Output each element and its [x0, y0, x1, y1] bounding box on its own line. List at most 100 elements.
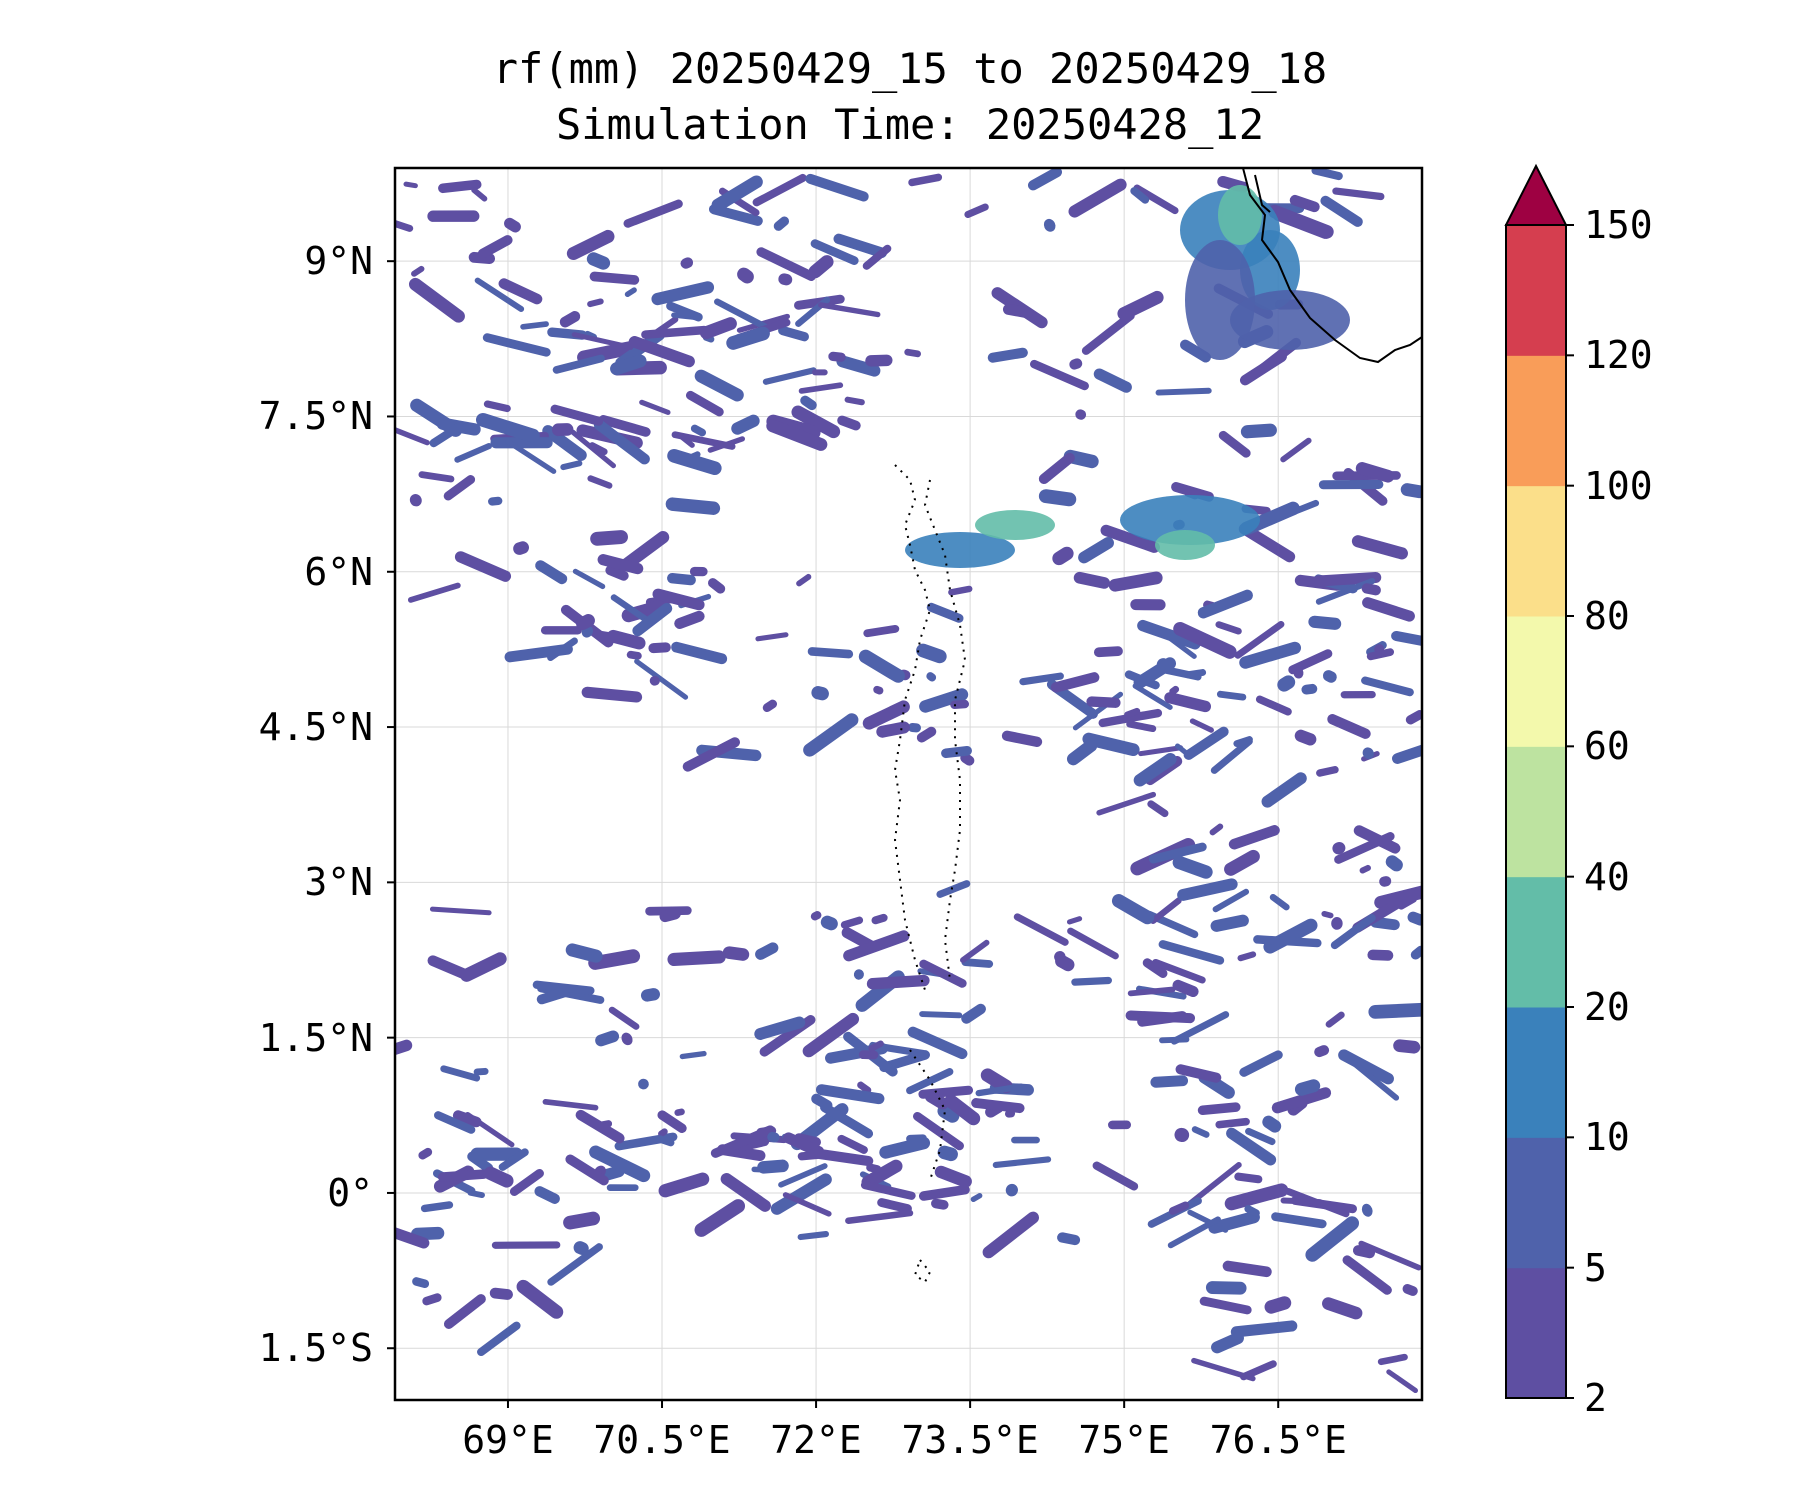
rain-streak	[796, 573, 812, 587]
rain-streak	[1327, 714, 1371, 739]
rain-streak	[395, 419, 430, 446]
rain-streak	[1189, 718, 1214, 733]
rain-streak	[1318, 479, 1384, 490]
rain-streak	[1013, 913, 1069, 946]
rain-streak	[707, 578, 726, 594]
rain-streak	[505, 438, 557, 474]
rain-streak	[679, 1050, 707, 1060]
rain-streak	[665, 497, 721, 515]
rain-streak	[1078, 537, 1114, 564]
rain-streak	[473, 1067, 489, 1076]
rain-streak	[465, 1111, 515, 1148]
lon-tick-label: 70.5°E	[593, 1418, 731, 1462]
rain-streak	[1019, 672, 1064, 686]
rain-streak	[588, 949, 641, 970]
rain-streak	[853, 969, 864, 980]
rain-streak	[1284, 1188, 1350, 1218]
rain-streak	[1187, 1161, 1242, 1207]
rain-streak	[1150, 1075, 1189, 1088]
rain-streak	[520, 321, 549, 330]
rain-streak	[454, 443, 493, 463]
rain-streak	[810, 911, 822, 921]
rain-streak	[876, 721, 910, 738]
rain-streak	[808, 255, 834, 279]
lat-tick-label: 4.5°N	[258, 705, 373, 750]
rain-streak	[395, 1224, 430, 1249]
rain-streak	[931, 1198, 949, 1210]
rain-streak	[1362, 597, 1415, 622]
colorbar-segment	[1506, 746, 1566, 878]
rain-streak	[626, 650, 642, 660]
rain-streak	[1342, 1255, 1392, 1295]
rain-streak	[1133, 657, 1177, 689]
rain-streak	[766, 419, 828, 451]
rain-core	[975, 510, 1055, 540]
rain-streak	[1358, 1240, 1422, 1271]
rain-streak	[755, 942, 779, 960]
rain-streak	[797, 1231, 829, 1241]
rain-streak	[1133, 184, 1179, 215]
rain-streak	[566, 229, 615, 261]
colorbar-tick-label: 60	[1584, 724, 1630, 769]
rain-streak	[778, 1163, 828, 1188]
rain-streak	[1271, 1087, 1332, 1114]
rain-streak	[1183, 726, 1229, 760]
rain-streak	[1322, 670, 1337, 683]
rain-streak	[1069, 358, 1083, 370]
rain-streak	[1211, 1332, 1244, 1354]
rain-streak	[1245, 1127, 1276, 1146]
rain-streak	[720, 1172, 771, 1212]
rain-streak	[1224, 1183, 1289, 1211]
map-title-line2: Simulation Time: 20250428_12	[555, 100, 1264, 149]
rain-core	[1185, 240, 1255, 360]
rain-streak	[573, 1241, 589, 1255]
rain-streak	[1092, 1161, 1139, 1191]
rain-streak	[1392, 744, 1422, 764]
rain-streak	[960, 939, 990, 963]
rain-streak	[941, 745, 972, 759]
rain-streak	[516, 1279, 564, 1319]
rain-streak	[551, 423, 574, 437]
rain-streak	[844, 396, 865, 406]
lon-tick-label: 73.5°E	[901, 1418, 1039, 1462]
rain-streak	[843, 930, 910, 962]
rain-streak	[862, 700, 910, 730]
rain-streak	[1322, 1297, 1363, 1320]
rain-streak	[918, 1184, 970, 1201]
rain-streak	[1093, 646, 1123, 658]
rain-streak	[1239, 641, 1302, 669]
rain-streak	[1130, 599, 1166, 611]
rain-streak	[658, 1128, 668, 1138]
rain-streak	[1082, 732, 1140, 757]
lat-tick-label: 7.5°N	[258, 394, 373, 439]
rain-streak	[608, 1006, 640, 1030]
rain-streak	[926, 602, 964, 623]
rain-streak	[1038, 452, 1075, 485]
colorbar-segment	[1506, 1267, 1566, 1399]
rain-streak	[866, 974, 930, 990]
rain-streak	[1174, 743, 1188, 755]
rain-streak	[1240, 423, 1277, 439]
rain-streak	[837, 415, 861, 431]
rain-streak	[879, 1136, 931, 1159]
rain-streak	[907, 722, 921, 733]
rain-streak	[737, 267, 754, 284]
rain-streak	[711, 175, 763, 212]
rain-streak	[1137, 1011, 1188, 1027]
rain-streak	[411, 265, 425, 277]
rain-streak	[1226, 1127, 1277, 1166]
rain-streak	[1305, 1216, 1360, 1262]
rain-streak	[1155, 387, 1212, 396]
rain-streak	[803, 713, 859, 757]
rain-streak	[542, 425, 587, 461]
rain-streak	[429, 422, 464, 448]
rain-streak	[674, 1108, 685, 1116]
rain-streak	[1205, 1281, 1247, 1295]
rain-streak	[916, 643, 947, 664]
rain-streak	[667, 572, 696, 586]
rain-streak	[934, 1165, 972, 1188]
rain-streak	[1004, 1109, 1016, 1118]
rain-streak	[866, 1163, 882, 1174]
rain-streak	[1379, 876, 1392, 887]
rain-streak	[483, 1166, 514, 1188]
